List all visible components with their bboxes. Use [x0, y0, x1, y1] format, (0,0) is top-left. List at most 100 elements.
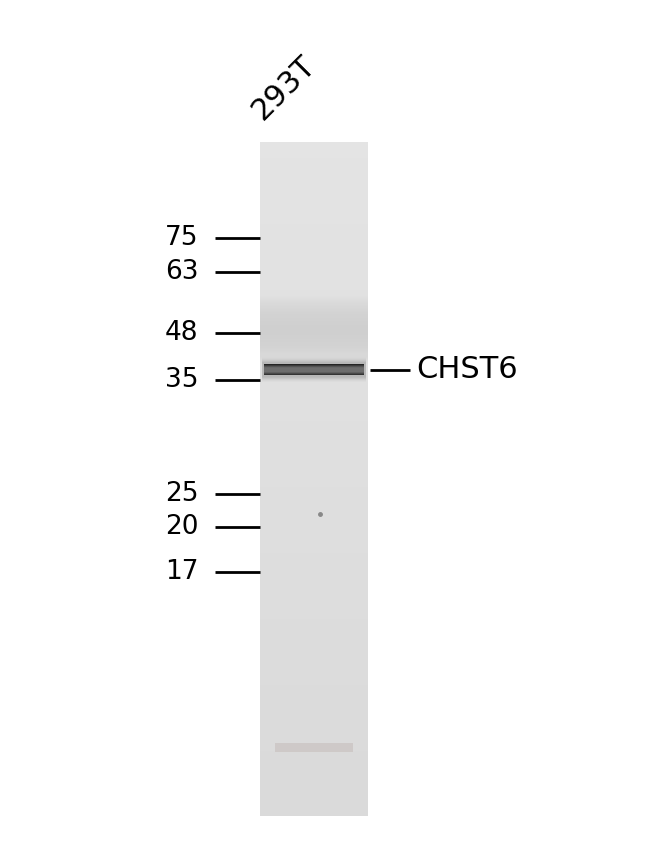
Bar: [264, 368, 364, 372]
Bar: [264, 366, 364, 373]
Bar: [262, 369, 365, 371]
Bar: [264, 367, 364, 372]
Bar: [264, 365, 364, 374]
Bar: [262, 358, 365, 382]
Bar: [262, 359, 365, 380]
Bar: [264, 368, 364, 372]
Bar: [262, 360, 365, 379]
Bar: [262, 357, 365, 383]
Text: 63: 63: [164, 259, 198, 285]
Text: CHST6: CHST6: [416, 355, 517, 384]
Bar: [262, 366, 365, 373]
Bar: [264, 367, 364, 372]
Bar: [262, 363, 365, 377]
Bar: [264, 365, 364, 374]
Bar: [264, 366, 364, 373]
Bar: [262, 364, 365, 376]
Bar: [264, 365, 364, 375]
Bar: [262, 359, 365, 381]
Bar: [264, 367, 364, 372]
Bar: [262, 367, 365, 372]
Bar: [262, 365, 365, 375]
Text: 35: 35: [164, 367, 198, 393]
Bar: [262, 367, 365, 372]
Bar: [262, 369, 365, 371]
Bar: [262, 361, 365, 378]
Text: 293T: 293T: [246, 50, 320, 125]
Bar: [262, 365, 365, 375]
Bar: [262, 362, 365, 378]
Bar: [262, 358, 365, 382]
Bar: [264, 365, 364, 375]
Bar: [262, 368, 365, 372]
Bar: [264, 365, 364, 375]
Bar: [262, 359, 365, 381]
Bar: [264, 367, 364, 372]
Bar: [264, 366, 364, 373]
Bar: [262, 365, 365, 374]
Bar: [264, 365, 364, 374]
Text: 25: 25: [164, 481, 198, 507]
Bar: [262, 361, 365, 378]
Bar: [264, 365, 364, 374]
Bar: [262, 367, 365, 372]
Bar: [262, 369, 365, 371]
Bar: [264, 365, 364, 375]
Bar: [262, 366, 365, 373]
Bar: [262, 364, 365, 376]
Bar: [262, 366, 365, 373]
Bar: [262, 360, 365, 379]
Bar: [262, 365, 365, 375]
Bar: [262, 362, 365, 378]
Bar: [262, 361, 365, 378]
Bar: [262, 359, 365, 380]
Bar: [262, 368, 365, 372]
Bar: [262, 365, 365, 374]
Bar: [262, 362, 365, 378]
Bar: [275, 743, 353, 752]
Bar: [262, 365, 365, 374]
Text: 75: 75: [164, 225, 198, 251]
Bar: [262, 365, 365, 374]
Bar: [264, 367, 364, 372]
Bar: [264, 365, 364, 375]
Text: 48: 48: [164, 320, 198, 346]
Bar: [264, 365, 364, 374]
Bar: [264, 367, 364, 372]
Bar: [262, 362, 365, 378]
Bar: [262, 364, 365, 376]
Bar: [262, 360, 365, 379]
Bar: [264, 367, 364, 372]
Bar: [264, 368, 364, 372]
Bar: [264, 366, 364, 373]
Bar: [264, 367, 364, 372]
Bar: [262, 365, 365, 375]
Text: 20: 20: [164, 514, 198, 540]
Bar: [262, 357, 365, 383]
Bar: [264, 365, 364, 375]
Bar: [264, 366, 364, 373]
Bar: [262, 361, 365, 378]
Bar: [264, 365, 364, 375]
Bar: [262, 369, 365, 371]
Bar: [264, 366, 364, 373]
Bar: [262, 360, 365, 379]
Bar: [262, 358, 365, 382]
Bar: [262, 359, 365, 380]
Bar: [262, 367, 365, 372]
Bar: [264, 365, 364, 374]
Bar: [264, 367, 364, 372]
Bar: [262, 368, 365, 372]
Bar: [264, 368, 364, 372]
Bar: [262, 359, 365, 380]
Bar: [264, 365, 364, 374]
Bar: [264, 368, 364, 372]
Bar: [262, 368, 365, 372]
Bar: [264, 366, 364, 373]
Bar: [262, 363, 365, 377]
Bar: [262, 359, 365, 381]
Bar: [262, 363, 365, 377]
Bar: [262, 366, 365, 373]
Bar: [262, 358, 365, 382]
Bar: [264, 365, 364, 374]
